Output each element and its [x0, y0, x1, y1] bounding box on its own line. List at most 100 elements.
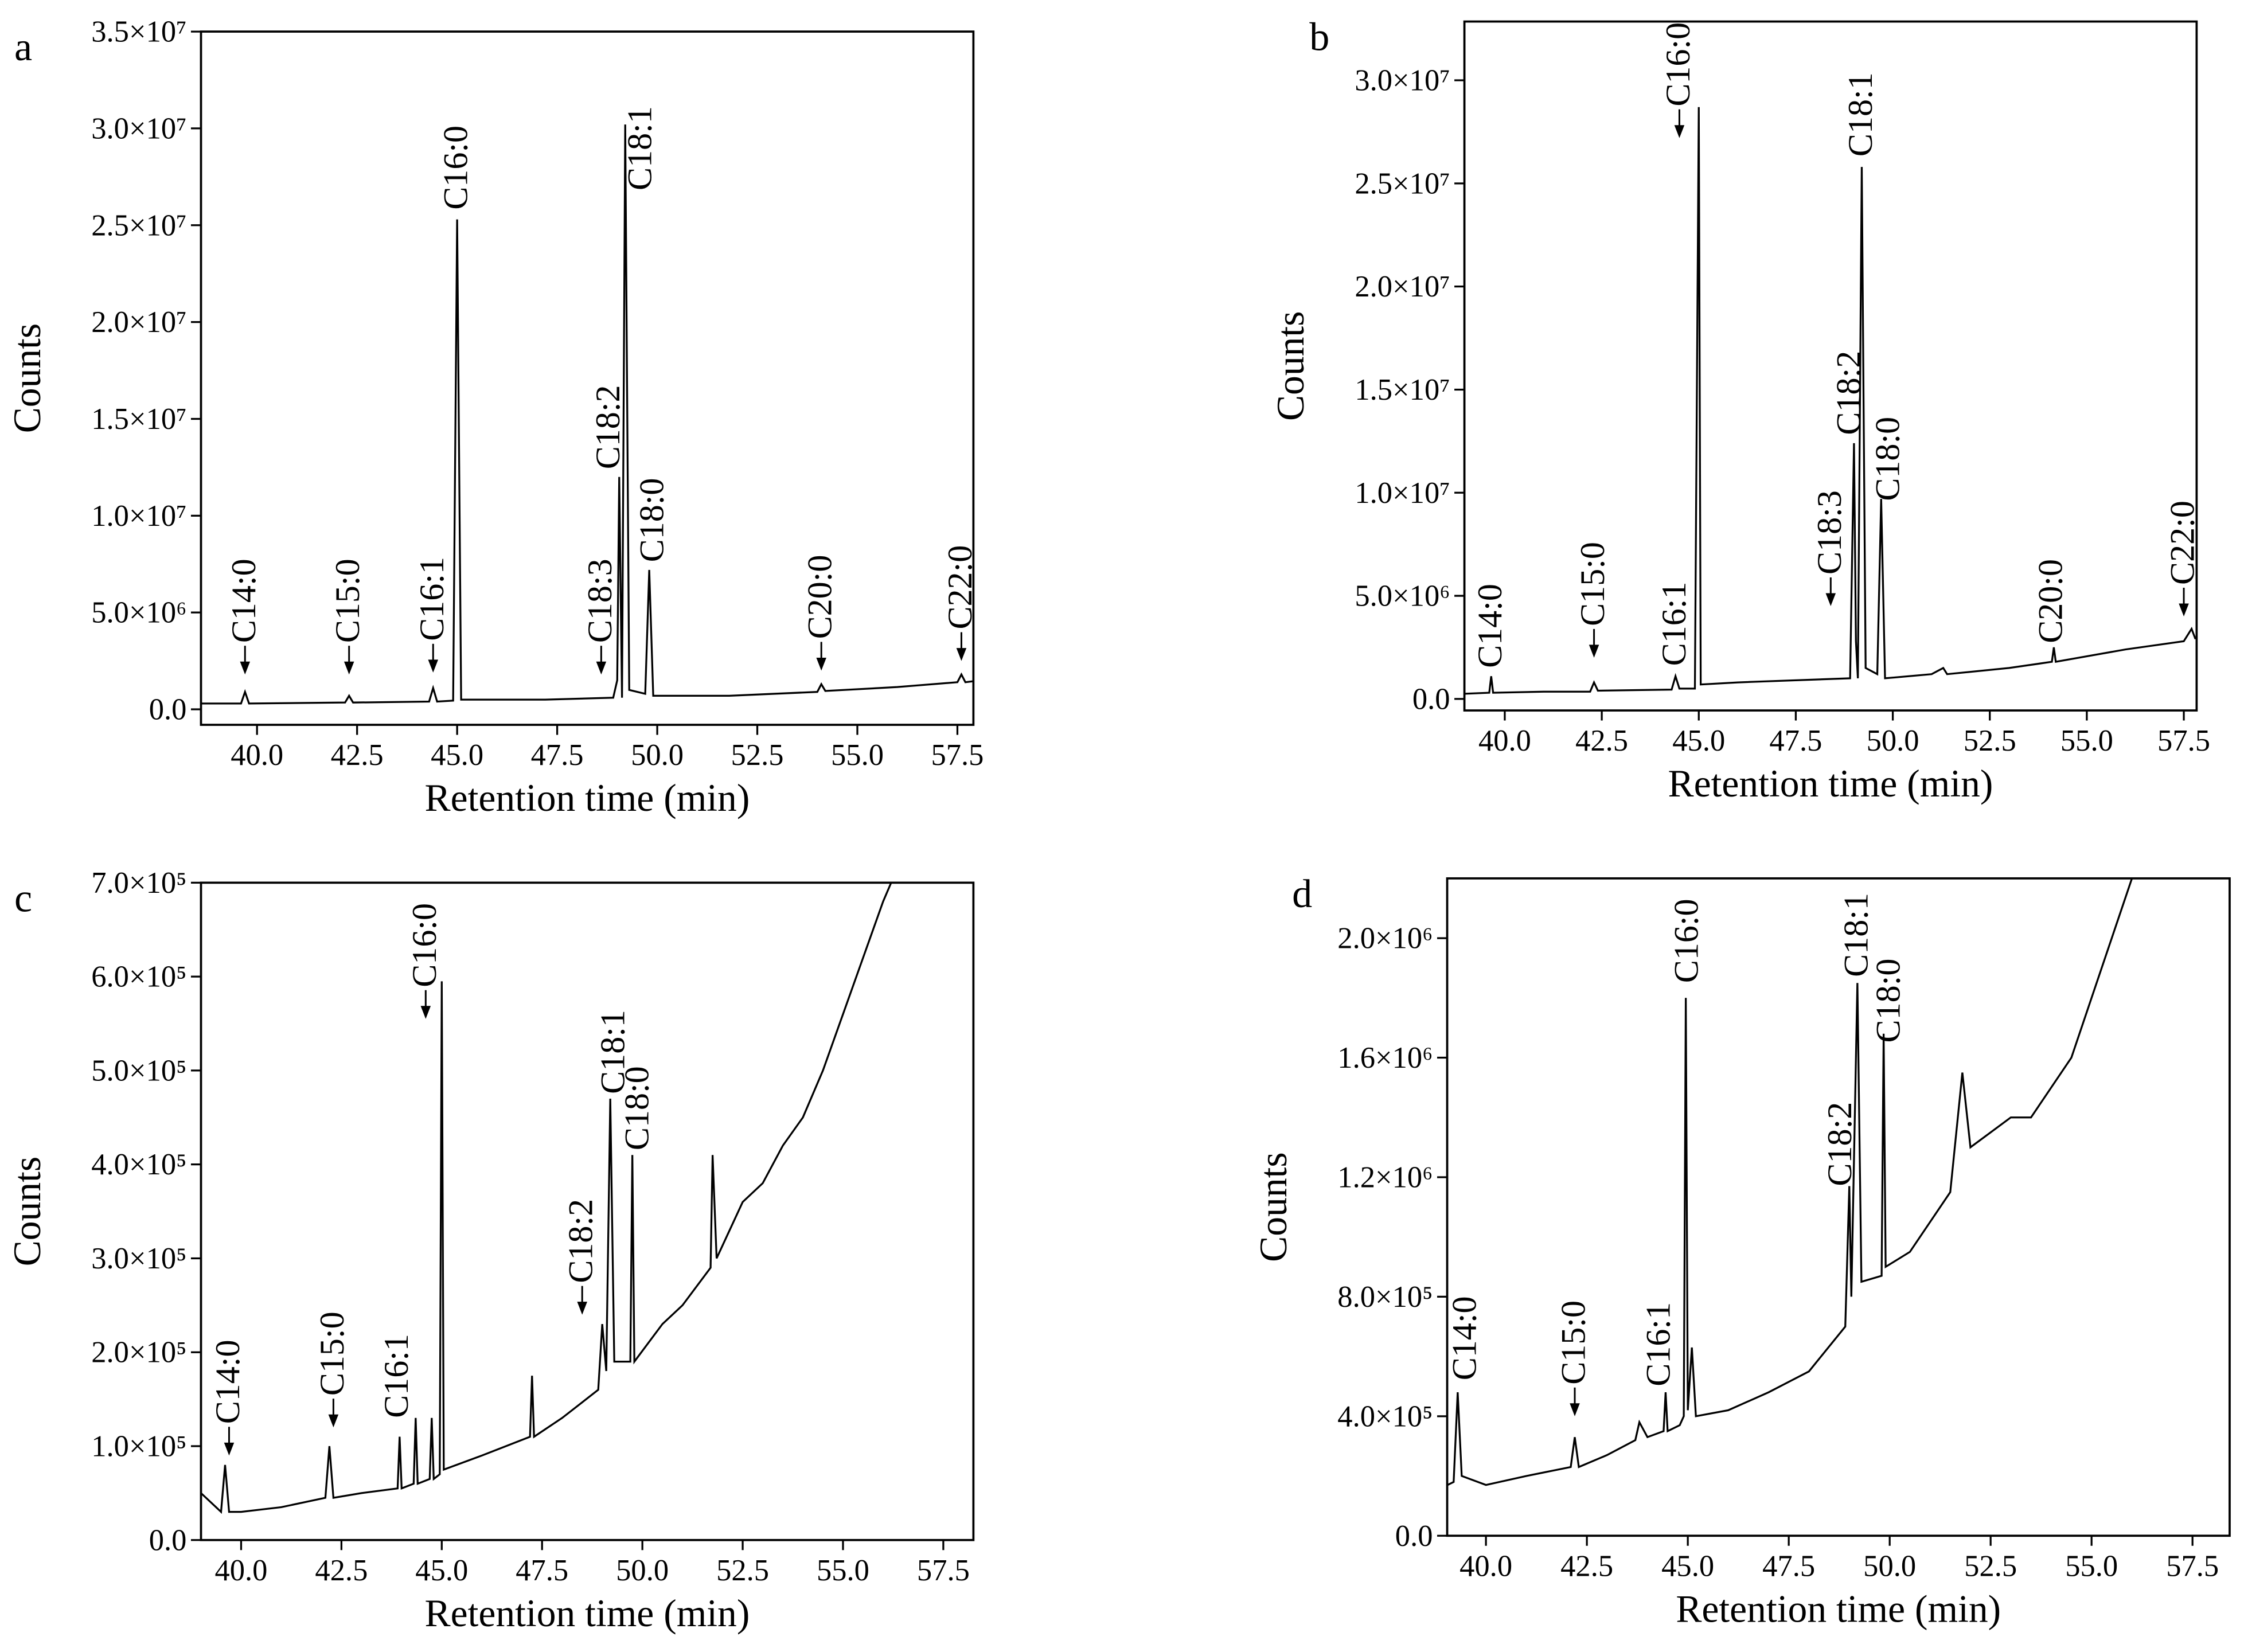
- x-tick-label: 45.0: [415, 1554, 468, 1587]
- x-tick-label: 52.5: [716, 1554, 769, 1587]
- y-tick-label: 2.0×10⁵: [91, 1336, 186, 1369]
- annotation-arrowhead: [1570, 1403, 1580, 1416]
- y-tick-label: 1.5×10⁷: [1355, 373, 1450, 407]
- x-tick-label: 57.5: [917, 1554, 970, 1587]
- x-tick-label: 55.0: [831, 739, 884, 772]
- peak-label: C16:1: [377, 1334, 415, 1418]
- y-tick-label: 4.0×10⁵: [91, 1148, 186, 1181]
- peak-label: C15:0: [313, 1311, 351, 1396]
- peak-label: C18:2: [1820, 1102, 1859, 1186]
- annotation-arrowhead: [956, 648, 967, 661]
- peak-label: C22:0: [940, 545, 979, 630]
- chromatogram-line: [201, 124, 974, 705]
- x-tick-label: 47.5: [531, 739, 584, 772]
- y-tick-label: 0.0: [149, 693, 187, 727]
- x-axis-label: Retention time (min): [425, 776, 750, 819]
- annotation-arrowhead: [420, 1006, 431, 1019]
- peak-label: C15:0: [328, 559, 366, 643]
- peak-label: C16:1: [412, 557, 451, 641]
- peak-label: C16:0: [1667, 899, 1706, 983]
- peak-label: C22:0: [2163, 501, 2202, 585]
- peak-label: C18:2: [561, 1199, 600, 1283]
- annotation-arrowhead: [428, 659, 439, 673]
- x-axis-label: Retention time (min): [425, 1592, 750, 1635]
- y-tick-label: 0.0: [1412, 682, 1450, 716]
- x-tick-label: 55.0: [2065, 1549, 2118, 1583]
- y-axis-label: Counts: [6, 1157, 49, 1266]
- x-tick-label: 57.5: [931, 739, 984, 772]
- annotation-arrowhead: [816, 657, 826, 671]
- peak-label: C18:2: [1829, 351, 1868, 435]
- x-tick-label: 47.5: [516, 1554, 568, 1587]
- x-tick-label: 45.0: [1672, 724, 1725, 757]
- panel-label: c: [14, 876, 32, 920]
- annotation-arrowhead: [344, 661, 354, 675]
- x-tick-label: 50.0: [631, 739, 684, 772]
- annotation-arrowhead: [2179, 603, 2189, 617]
- panel-label: b: [1309, 15, 1329, 60]
- chromatogram-line: [201, 882, 892, 1514]
- peak-label: C20:0: [2031, 559, 2070, 643]
- x-tick-label: 52.5: [1964, 724, 2016, 757]
- peak-label: C15:0: [1573, 542, 1611, 626]
- peak-label: C16:0: [1658, 22, 1697, 107]
- x-tick-label: 40.0: [1459, 1549, 1512, 1583]
- peak-label: C14:0: [224, 559, 263, 643]
- x-tick-label: 55.0: [817, 1554, 869, 1587]
- peak-label: C18:3: [1810, 490, 1848, 575]
- y-tick-label: 2.0×10⁶: [1337, 922, 1433, 955]
- peak-label: C14:0: [1445, 1296, 1483, 1380]
- peak-label: C15:0: [1554, 1300, 1593, 1385]
- peak-label: C16:1: [1654, 581, 1693, 666]
- x-axis-label: Retention time (min): [1676, 1587, 2001, 1630]
- peak-label: C18:0: [1869, 959, 1907, 1043]
- y-tick-label: 2.0×10⁷: [91, 306, 186, 339]
- peak-label: C16:1: [1638, 1302, 1677, 1387]
- y-tick-label: 1.0×10⁷: [1355, 477, 1450, 510]
- peak-label: C18:0: [633, 478, 671, 563]
- peak-label: C14:0: [1470, 584, 1509, 668]
- y-tick-label: 6.0×10⁵: [91, 960, 186, 994]
- y-tick-label: 5.0×10⁶: [91, 596, 186, 630]
- peak-label: C14:0: [208, 1339, 247, 1424]
- x-tick-label: 40.0: [231, 739, 283, 772]
- peak-label: C16:0: [436, 126, 475, 210]
- y-tick-label: 0.0: [1395, 1520, 1433, 1553]
- x-tick-label: 45.0: [1661, 1549, 1714, 1583]
- y-axis-label: Counts: [1252, 1152, 1295, 1262]
- y-tick-label: 3.0×10⁷: [91, 112, 186, 145]
- y-tick-label: 2.5×10⁷: [1355, 167, 1450, 200]
- x-tick-label: 50.0: [1863, 1549, 1916, 1583]
- peak-label: C16:0: [405, 903, 443, 987]
- panel-label: d: [1292, 872, 1312, 916]
- y-tick-label: 7.0×10⁵: [91, 866, 186, 900]
- y-tick-label: 4.0×10⁵: [1337, 1400, 1433, 1433]
- panel-label: a: [14, 25, 32, 69]
- chromatogram-line: [1464, 107, 2196, 695]
- x-tick-label: 57.5: [2166, 1549, 2219, 1583]
- x-tick-label: 42.5: [1560, 1549, 1613, 1583]
- y-tick-label: 2.5×10⁷: [91, 209, 186, 242]
- x-tick-label: 42.5: [331, 739, 384, 772]
- y-axis-label: Counts: [1269, 311, 1312, 421]
- y-tick-label: 5.0×10⁶: [1355, 580, 1450, 613]
- annotation-arrowhead: [1825, 593, 1836, 607]
- y-tick-label: 1.6×10⁶: [1337, 1041, 1433, 1075]
- x-tick-label: 52.5: [1964, 1549, 2017, 1583]
- annotation-arrowhead: [577, 1302, 587, 1315]
- y-tick-label: 3.0×10⁵: [91, 1242, 186, 1275]
- peak-label: C18:1: [594, 1010, 632, 1094]
- x-tick-label: 57.5: [2157, 724, 2210, 757]
- y-tick-label: 2.0×10⁷: [1355, 270, 1450, 303]
- chromatogram-line: [1447, 878, 2134, 1486]
- x-tick-label: 50.0: [1867, 724, 1919, 757]
- y-tick-label: 8.0×10⁵: [1337, 1280, 1433, 1314]
- y-tick-label: 3.0×10⁷: [1355, 64, 1450, 97]
- annotation-arrowhead: [224, 1442, 235, 1456]
- y-tick-label: 1.2×10⁶: [1337, 1161, 1433, 1194]
- plot-frame: [200, 881, 975, 1541]
- y-tick-label: 3.5×10⁷: [91, 15, 186, 49]
- annotation-arrowhead: [596, 661, 607, 675]
- peak-label: C18:0: [1868, 417, 1906, 501]
